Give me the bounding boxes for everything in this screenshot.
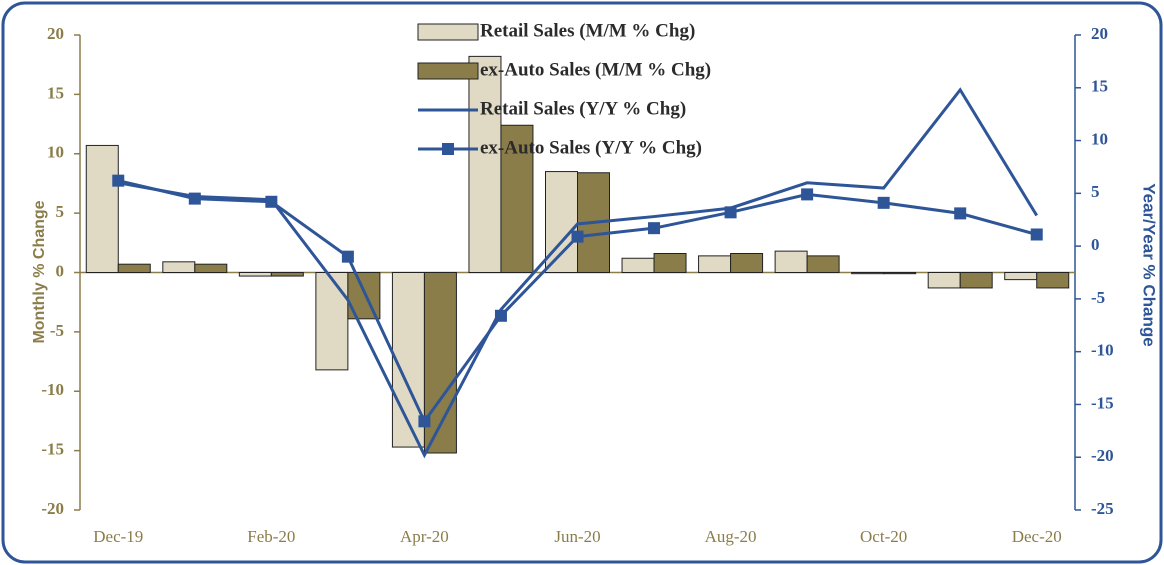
line-marker [571,230,584,243]
y2-tick-label: 5 [1091,182,1100,201]
bar [238,272,272,277]
y-axis-title: Monthly % Change [31,200,48,343]
bar [730,253,764,273]
y2-tick-label: -25 [1091,499,1114,518]
bar [806,255,840,273]
line-marker [648,222,661,235]
y-tick-label: 10 [47,143,64,162]
bar [851,272,885,275]
bar [621,257,655,273]
line-marker [954,207,967,220]
bar [927,272,961,289]
legend-label: ex-Auto Sales (M/M % Chg) [480,59,711,80]
line-marker [418,415,431,428]
legend-label: ex-Auto Sales (Y/Y % Chg) [480,137,702,158]
line-marker [494,309,507,322]
legend-marker [442,143,454,155]
bar [1036,272,1070,289]
y-tick-label: 0 [56,261,65,280]
bar [774,250,808,273]
bar [270,272,304,277]
x-tick-label: Dec-19 [93,527,143,546]
line-marker [112,174,125,187]
y2-tick-label: -20 [1091,446,1114,465]
bar [117,263,151,273]
bar [500,124,534,273]
bar [883,272,917,275]
bar [391,272,425,448]
bar [162,261,196,273]
y2-tick-label: 10 [1091,129,1108,148]
y-tick-label: -15 [41,440,64,459]
bar [698,255,732,273]
x-tick-label: Aug-20 [705,527,757,546]
bar [85,144,119,273]
line-marker [1030,228,1043,241]
legend-label: Retail Sales (M/M % Chg) [480,20,695,41]
line-marker [877,196,890,209]
bar [1004,272,1038,281]
line-marker [341,250,354,263]
y-tick-label: -10 [41,380,64,399]
line-marker [265,195,278,208]
y-tick-label: -20 [41,499,64,518]
x-tick-label: Apr-20 [400,527,449,546]
y-tick-label: 5 [56,202,65,221]
y-tick-label: 15 [47,83,64,102]
y2-tick-label: 20 [1091,24,1108,43]
line-marker [724,206,737,219]
y2-tick-label: -15 [1091,393,1114,412]
y2-tick-label: 0 [1091,235,1100,254]
legend-swatch [417,62,479,80]
y2-tick-label: -5 [1091,288,1105,307]
bar [545,171,578,273]
y-tick-label: 20 [47,24,64,43]
line-marker [188,192,201,205]
bar [315,272,349,371]
bar [468,55,502,273]
legend-label: Retail Sales (Y/Y % Chg) [480,98,686,119]
bar [653,253,687,273]
bar [194,263,228,273]
y2-tick-label: -10 [1091,341,1114,360]
y-tick-label: -5 [50,321,64,340]
y2-tick-label: 15 [1091,77,1108,96]
x-tick-label: Oct-20 [860,527,907,546]
y2-axis-title: Year/Year % Change [1140,183,1159,346]
line-marker [801,188,814,201]
bar [959,272,993,289]
x-tick-label: Jun-20 [554,527,600,546]
x-tick-label: Feb-20 [247,527,295,546]
x-tick-label: Dec-20 [1012,527,1062,546]
legend-swatch [417,23,479,41]
